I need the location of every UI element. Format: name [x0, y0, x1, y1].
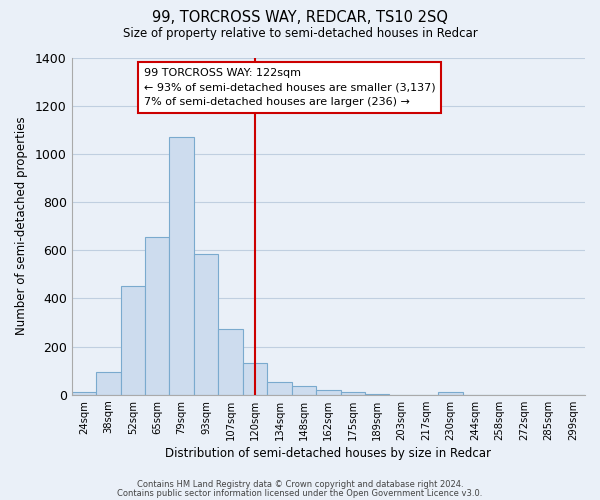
Bar: [121, 286, 145, 395]
Bar: [243, 364, 267, 395]
Bar: [96, 372, 121, 395]
Bar: [341, 392, 365, 395]
Text: Contains HM Land Registry data © Crown copyright and database right 2024.: Contains HM Land Registry data © Crown c…: [137, 480, 463, 489]
Bar: [218, 328, 243, 395]
Bar: [169, 137, 194, 395]
Bar: [365, 394, 389, 395]
Bar: [439, 392, 463, 395]
Text: 99 TORCROSS WAY: 122sqm
← 93% of semi-detached houses are smaller (3,137)
7% of : 99 TORCROSS WAY: 122sqm ← 93% of semi-de…: [143, 68, 435, 107]
Bar: [194, 254, 218, 395]
Text: Contains public sector information licensed under the Open Government Licence v3: Contains public sector information licen…: [118, 488, 482, 498]
Bar: [292, 386, 316, 395]
Bar: [316, 390, 341, 395]
Y-axis label: Number of semi-detached properties: Number of semi-detached properties: [15, 117, 28, 336]
Text: 99, TORCROSS WAY, REDCAR, TS10 2SQ: 99, TORCROSS WAY, REDCAR, TS10 2SQ: [152, 10, 448, 25]
Bar: [145, 237, 169, 395]
Bar: [267, 382, 292, 395]
Bar: [71, 392, 96, 395]
Text: Size of property relative to semi-detached houses in Redcar: Size of property relative to semi-detach…: [122, 28, 478, 40]
X-axis label: Distribution of semi-detached houses by size in Redcar: Distribution of semi-detached houses by …: [166, 447, 491, 460]
